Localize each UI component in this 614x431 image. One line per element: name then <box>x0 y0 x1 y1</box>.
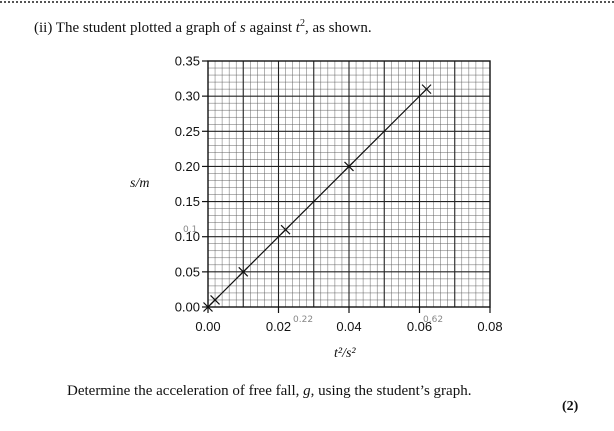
y-tick-label: 0.20 <box>175 159 200 174</box>
prompt-var-g: g <box>303 383 311 399</box>
x-tick-label: 0.04 <box>336 319 361 334</box>
x-axis-ticks: 0.00 0.02 0.04 0.06 0.08 <box>195 307 503 334</box>
y-axis-ticks: 0.00 0.05 0.10 0.15 0.20 0.25 0.30 0.35 <box>175 54 208 315</box>
y-tick-label: 0.00 <box>175 300 200 315</box>
pencil-note-1: 0.1 <box>183 225 197 235</box>
data-point-stroke <box>344 161 354 172</box>
question-var-s: s <box>239 20 246 36</box>
data-point <box>210 295 220 305</box>
question-var-t: t <box>295 20 300 36</box>
y-tick-label: 0.10 <box>175 229 200 244</box>
question-suffix: , as shown. <box>304 20 372 36</box>
data-points <box>203 84 432 312</box>
data-point-stroke <box>210 295 220 305</box>
y-tick-label: 0.05 <box>175 264 200 279</box>
x-tick-label: 0.00 <box>195 319 220 334</box>
question-mid: against <box>245 20 296 36</box>
x-axis-label: t²/s² <box>334 346 356 361</box>
question-text: (ii) The student plotted a graph of s ag… <box>34 18 372 37</box>
prompt-before: Determine the acceleration of free fall, <box>67 383 304 399</box>
prompt-after: , using the student’s graph. <box>310 383 472 399</box>
x-tick-label: 0.08 <box>477 319 502 334</box>
x-tick-label: 0.02 <box>266 319 291 334</box>
data-point <box>238 266 249 277</box>
data-point-stroke <box>238 266 249 277</box>
data-point-stroke <box>421 84 432 95</box>
question-exponent: 2 <box>299 18 305 29</box>
data-point <box>421 84 432 95</box>
data-point <box>280 224 291 235</box>
y-tick-label: 0.30 <box>175 89 200 104</box>
y-tick-label: 0.35 <box>175 54 200 69</box>
x-tick-label: 0.06 <box>407 319 432 334</box>
pencil-note-2: 0.22 <box>293 315 313 325</box>
data-point-stroke <box>280 224 291 235</box>
y-axis-label: s/m <box>130 176 149 191</box>
pencil-note-3: 0.62 <box>423 315 443 325</box>
marks-label: (2) <box>562 399 579 414</box>
y-tick-label: 0.15 <box>175 194 200 209</box>
data-point <box>344 161 354 172</box>
y-tick-label: 0.25 <box>175 124 200 139</box>
question-prefix: (ii) The student plotted a graph of <box>34 20 240 36</box>
prompt-text: Determine the acceleration of free fall,… <box>67 383 471 400</box>
top-dotted-border <box>0 1 614 3</box>
